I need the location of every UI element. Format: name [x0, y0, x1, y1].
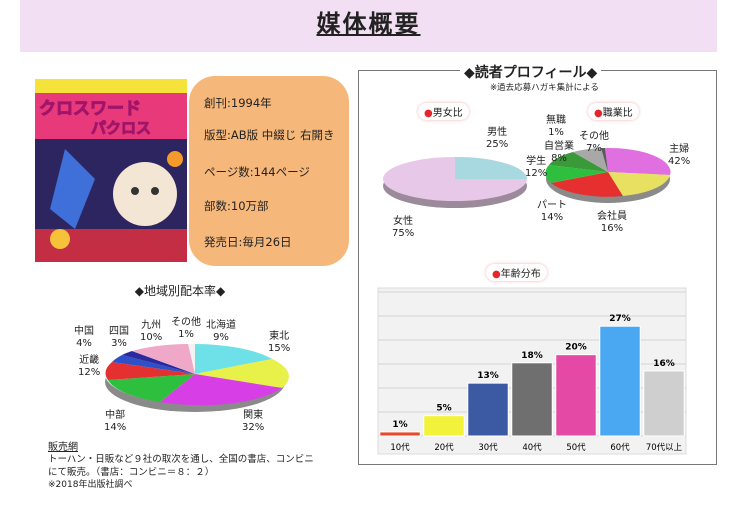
info-box: 創刊:1994年 版型:AB版 中綴じ 右開き ページ数:144ページ 部数:1…	[189, 76, 349, 266]
cover-art	[35, 79, 187, 262]
x-tick-label: 50代	[566, 442, 586, 453]
slice-chugoku	[112, 355, 195, 374]
gender-title-pill: ●男女比	[418, 103, 469, 120]
slice-unemployed	[601, 147, 608, 172]
bullet-icon: ●	[594, 108, 603, 119]
slice-other-job	[573, 148, 608, 172]
bar-1	[423, 415, 465, 437]
sales-line-2: にて販売。（書店：コンビニ＝８：２）	[48, 467, 215, 478]
sales-heading: 販売網	[48, 442, 78, 453]
x-tick-label: 20代	[434, 442, 454, 453]
cover-subtitle: パクロス	[90, 119, 152, 138]
slice-kyushu	[132, 344, 195, 374]
occupation-pie-chart	[545, 147, 671, 203]
page-count: ページ数:144ページ	[204, 165, 310, 179]
slice-student	[545, 165, 608, 183]
occupation-title-pill: ●職業比	[588, 103, 639, 120]
label-chubu: 中部 14%	[104, 410, 127, 433]
bar-value-label: 5%	[436, 404, 451, 414]
label-housewife: 主婦 42%	[668, 144, 691, 167]
label-shikoku: 四国 3%	[109, 326, 129, 349]
label-part-time: パート 14%	[537, 200, 567, 223]
x-tick-label: 10代	[390, 442, 410, 453]
label-unemployed: 無職 1%	[546, 115, 566, 138]
label-male: 男性 25%	[486, 127, 509, 150]
slice-kanto	[160, 374, 282, 406]
release-date: 発売日:毎月26日	[204, 235, 292, 249]
profile-note: ※過去応募ハガキ集計による	[490, 83, 599, 93]
label-other-job: その他 7%	[579, 131, 609, 154]
bullet-icon: ●	[424, 108, 433, 119]
bar-value-label: 18%	[521, 351, 543, 361]
bar-3	[511, 362, 553, 437]
bar-0	[379, 431, 421, 437]
slice-tohoku	[195, 359, 289, 388]
bar-value-label: 27%	[609, 314, 631, 324]
gender-pie-chart	[383, 157, 527, 208]
slice-housewife	[605, 147, 671, 175]
format: 版型:AB版 中綴じ 右開き	[204, 128, 335, 142]
launch-year: 創刊:1994年	[204, 96, 272, 110]
page-title: 媒体概要	[316, 10, 421, 38]
label-female: 女性 75%	[392, 216, 415, 239]
x-tick-label: 60代	[610, 442, 630, 453]
bar-5	[599, 325, 641, 437]
bullet-icon: ●	[492, 269, 501, 280]
bar-value-label: 1%	[392, 420, 407, 430]
label-other: その他 1%	[171, 317, 201, 340]
cover-title: クロスワード	[39, 99, 142, 120]
slice-shikoku	[122, 351, 195, 374]
bar-6	[643, 370, 685, 437]
magazine-cover-image: クロスワード パクロス	[35, 79, 187, 262]
slice-self-employed	[549, 152, 608, 172]
regional-title: ◆地域別配本率◆	[134, 284, 226, 298]
label-tohoku: 東北 15%	[268, 331, 291, 354]
circulation: 部数:10万部	[204, 199, 269, 213]
bar-value-label: 13%	[477, 371, 499, 381]
bar-value-label: 16%	[653, 359, 675, 369]
x-tick-label: 30代	[478, 442, 498, 453]
label-kyushu: 九州 10%	[140, 320, 163, 343]
profile-title: ◆読者プロフィール◆	[460, 62, 602, 82]
label-kanto: 関東 32%	[242, 410, 265, 433]
slice-chubu	[108, 374, 195, 402]
bar-value-label: 20%	[565, 343, 587, 353]
x-tick-label: 40代	[522, 442, 542, 453]
age-bar-chart: 1% 5% 13% 18% 20% 27% 16% 10代 20代 30代 40代 50代 60代 70…	[377, 287, 687, 455]
bar-4	[555, 354, 597, 437]
slice-office-worker	[608, 172, 670, 196]
regional-pie-chart	[105, 344, 289, 412]
label-office-worker: 会社員 16%	[597, 211, 627, 234]
slice-part-time	[551, 172, 623, 197]
slice-male	[455, 157, 527, 179]
sales-line-3: ※2018年出版社調べ	[48, 480, 133, 490]
label-chugoku: 中国 4%	[74, 326, 94, 349]
header-band	[20, 0, 717, 52]
age-title-pill: ●年齢分布	[486, 264, 547, 281]
slice-hokkaido	[195, 344, 272, 374]
slice-kinki	[105, 362, 195, 380]
sales-line-1: トーハン・日販など９社の取次を通し、全国の書店、コンビニ	[48, 454, 314, 465]
x-tick-label: 70代以上	[646, 442, 683, 453]
bar-2	[467, 382, 509, 437]
label-self-employed: 自営業 8%	[544, 141, 574, 164]
label-kinki: 近畿 12%	[78, 355, 101, 378]
label-hokkaido: 北海道 9%	[206, 320, 236, 343]
label-student: 学生 12%	[525, 156, 548, 179]
